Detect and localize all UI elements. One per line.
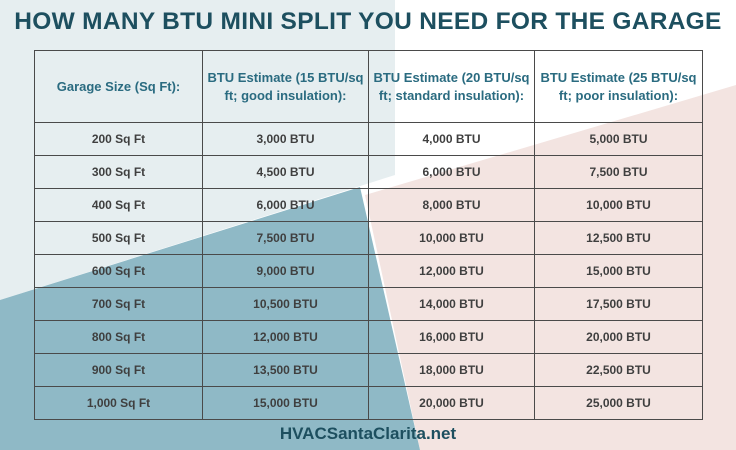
cell-garage-size: 600 Sq Ft (34, 254, 203, 288)
table-row: 500 Sq Ft 7,500 BTU 10,000 BTU 12,500 BT… (34, 221, 703, 255)
cell-btu-standard: 4,000 BTU (368, 122, 535, 156)
cell-btu-standard: 14,000 BTU (368, 287, 535, 321)
header-btu-standard: BTU Estimate (20 BTU/sq ft; standard ins… (368, 50, 535, 123)
cell-garage-size: 500 Sq Ft (34, 221, 203, 255)
table-row: 900 Sq Ft 13,500 BTU 18,000 BTU 22,500 B… (34, 353, 703, 387)
cell-btu-poor: 22,500 BTU (534, 353, 703, 387)
cell-btu-poor: 7,500 BTU (534, 155, 703, 189)
cell-garage-size: 800 Sq Ft (34, 320, 203, 354)
table-row: 700 Sq Ft 10,500 BTU 14,000 BTU 17,500 B… (34, 287, 703, 321)
table-row: 800 Sq Ft 12,000 BTU 16,000 BTU 20,000 B… (34, 320, 703, 354)
cell-btu-poor: 25,000 BTU (534, 386, 703, 420)
cell-btu-good: 9,000 BTU (202, 254, 369, 288)
table-row: 300 Sq Ft 4,500 BTU 6,000 BTU 7,500 BTU (34, 155, 703, 189)
cell-btu-standard: 18,000 BTU (368, 353, 535, 387)
cell-btu-standard: 10,000 BTU (368, 221, 535, 255)
cell-btu-good: 10,500 BTU (202, 287, 369, 321)
cell-btu-good: 12,000 BTU (202, 320, 369, 354)
cell-garage-size: 900 Sq Ft (34, 353, 203, 387)
cell-btu-standard: 12,000 BTU (368, 254, 535, 288)
cell-garage-size: 400 Sq Ft (34, 188, 203, 222)
cell-btu-poor: 15,000 BTU (534, 254, 703, 288)
cell-garage-size: 1,000 Sq Ft (34, 386, 203, 420)
header-btu-good: BTU Estimate (15 BTU/sq ft; good insulat… (202, 50, 369, 123)
cell-btu-standard: 16,000 BTU (368, 320, 535, 354)
cell-garage-size: 700 Sq Ft (34, 287, 203, 321)
table-header-row: Garage Size (Sq Ft): BTU Estimate (15 BT… (34, 50, 703, 123)
cell-btu-poor: 10,000 BTU (534, 188, 703, 222)
table-row: 200 Sq Ft 3,000 BTU 4,000 BTU 5,000 BTU (34, 122, 703, 156)
cell-btu-good: 4,500 BTU (202, 155, 369, 189)
cell-garage-size: 300 Sq Ft (34, 155, 203, 189)
cell-btu-standard: 8,000 BTU (368, 188, 535, 222)
table-row: 600 Sq Ft 9,000 BTU 12,000 BTU 15,000 BT… (34, 254, 703, 288)
cell-btu-poor: 17,500 BTU (534, 287, 703, 321)
cell-btu-good: 7,500 BTU (202, 221, 369, 255)
table-row: 1,000 Sq Ft 15,000 BTU 20,000 BTU 25,000… (34, 386, 703, 420)
header-garage-size: Garage Size (Sq Ft): (34, 50, 203, 123)
cell-btu-good: 13,500 BTU (202, 353, 369, 387)
cell-btu-standard: 6,000 BTU (368, 155, 535, 189)
cell-btu-poor: 20,000 BTU (534, 320, 703, 354)
cell-btu-good: 3,000 BTU (202, 122, 369, 156)
cell-btu-poor: 5,000 BTU (534, 122, 703, 156)
btu-table: Garage Size (Sq Ft): BTU Estimate (15 BT… (34, 50, 703, 420)
header-btu-poor: BTU Estimate (25 BTU/sq ft; poor insulat… (534, 50, 703, 123)
cell-btu-poor: 12,500 BTU (534, 221, 703, 255)
page-title: HOW MANY BTU MINI SPLIT YOU NEED FOR THE… (14, 8, 722, 35)
cell-btu-standard: 20,000 BTU (368, 386, 535, 420)
footer-website-text: HVACSantaClarita.net (279, 424, 457, 443)
table-row: 400 Sq Ft 6,000 BTU 8,000 BTU 10,000 BTU (34, 188, 703, 222)
cell-btu-good: 6,000 BTU (202, 188, 369, 222)
cell-garage-size: 200 Sq Ft (34, 122, 203, 156)
cell-btu-good: 15,000 BTU (202, 386, 369, 420)
